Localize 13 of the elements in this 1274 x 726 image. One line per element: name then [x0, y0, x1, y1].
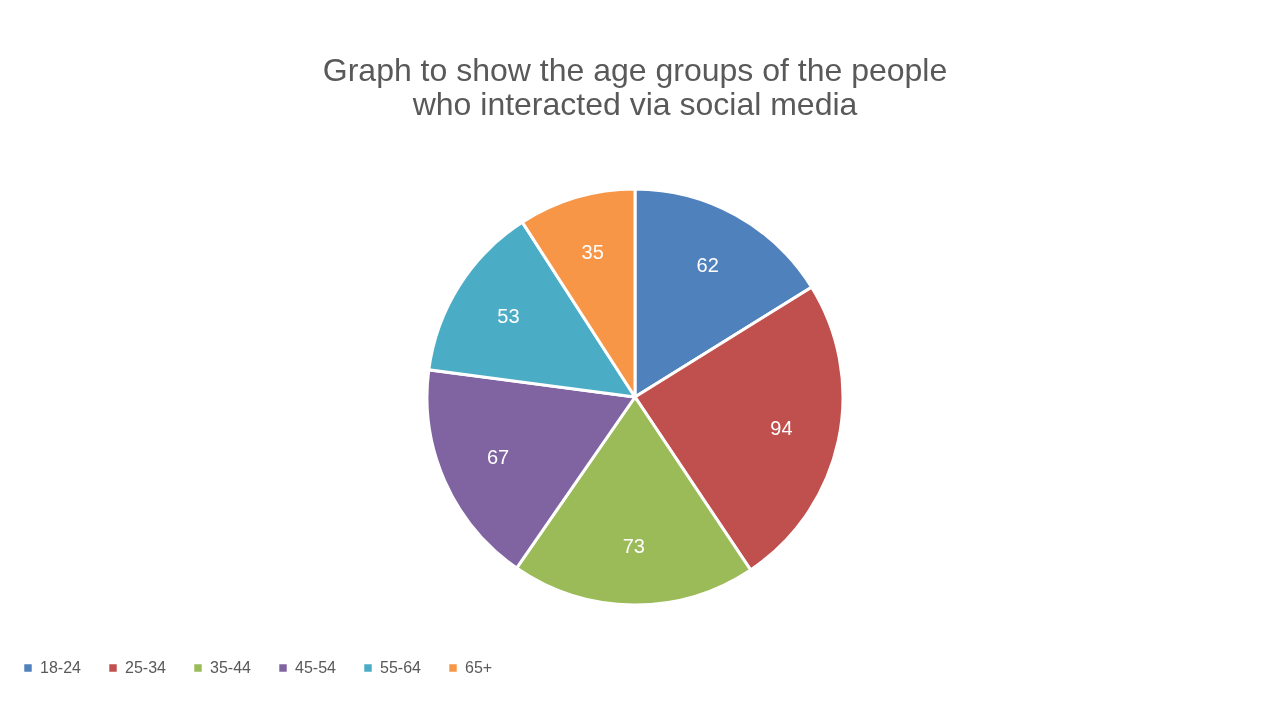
data-label: 73	[622, 534, 645, 557]
data-label: 53	[497, 304, 520, 327]
legend-label: 18-24	[40, 659, 82, 676]
legend-label: 45-54	[295, 659, 337, 676]
legend-label: 35-44	[210, 659, 252, 676]
legend-label: 25-34	[125, 659, 167, 676]
data-label: 94	[770, 416, 793, 439]
chart-title: Graph to show the age groups of the people who interacted via social media	[322, 52, 948, 122]
data-label: 67	[486, 445, 510, 468]
legend-label: 55-64	[380, 659, 422, 676]
data-label: 62	[696, 254, 719, 277]
legend-label: 65+	[465, 659, 493, 676]
data-label: 35	[581, 241, 604, 264]
